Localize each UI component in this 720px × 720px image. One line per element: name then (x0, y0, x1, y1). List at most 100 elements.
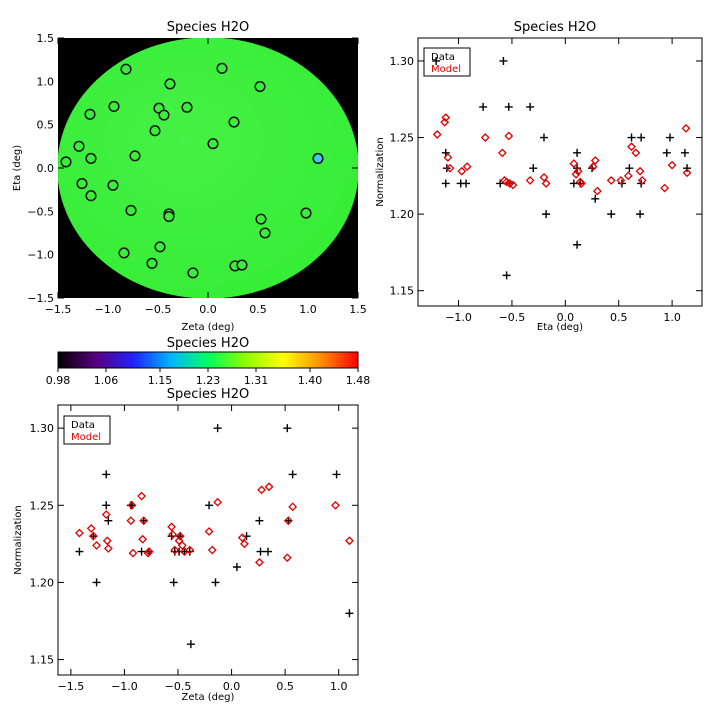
eta-scatter-data-point (542, 210, 551, 219)
heatmap-field (58, 38, 358, 298)
zeta-scatter-data-point (232, 563, 241, 571)
zeta-scatter-y-axis-label: Normalization (13, 505, 24, 575)
eta-scatter-model-point (539, 172, 549, 182)
eta-scatter-x-tick-label: −0.5 (499, 311, 526, 324)
zeta-scatter-model-point (175, 531, 185, 541)
eta-scatter-model-point (480, 133, 490, 142)
colorbar-tick-label: 1.48 (346, 374, 371, 387)
eta-scatter-data-point (479, 102, 488, 111)
eta-scatter-model-point (504, 131, 514, 141)
eta-scatter-panel: Species H2O Data Model −1.0 −0.5 0.0 0.5 1.0… (375, 20, 703, 333)
eta-scatter-legend: Data Model (423, 47, 471, 77)
eta-scatter-model-point (573, 166, 583, 176)
eta-scatter-data-point (665, 133, 674, 142)
eta-scatter-model-point (525, 176, 535, 185)
eta-scatter-model-point (508, 180, 518, 190)
zeta-scatter-model-point (282, 553, 292, 563)
zeta-scatter-data-point (137, 547, 146, 556)
eta-scatter-x-tick-label: 0.0 (557, 311, 575, 324)
eta-scatter-model-point (623, 171, 633, 181)
heatmap-x-tick-label: −0.5 (145, 303, 172, 316)
zeta-scatter-model-point (237, 533, 247, 543)
eta-scatter-model-point (571, 169, 581, 179)
zeta-scatter-model-point (257, 485, 266, 495)
eta-scatter-data-point (462, 179, 471, 188)
zeta-scatter-model-point (345, 536, 354, 546)
zeta-scatter-model-point (137, 491, 146, 501)
heatmap-aperture-marker (146, 257, 158, 269)
zeta-scatter-model-point (138, 534, 148, 544)
eta-scatter-model-point (497, 148, 507, 158)
zeta-scatter-model-point (168, 530, 178, 540)
heatmap-x-tick-label: −1.5 (45, 303, 72, 316)
zeta-scatter-y-tick-label: 1.25 (30, 499, 55, 512)
eta-scatter-model-point (441, 113, 451, 123)
eta-scatter-data-point (539, 133, 548, 142)
heatmap-aperture-marker (84, 108, 96, 120)
zeta-scatter-data-point (264, 547, 272, 556)
zeta-scatter-data-point (102, 470, 111, 479)
zeta-scatter-y-tick-label: 1.30 (30, 422, 55, 435)
eta-scatter-legend-model: Model (431, 64, 461, 75)
zeta-scatter-data-point (104, 516, 113, 525)
colorbar-tick-label: 1.23 (196, 374, 221, 387)
zeta-scatter-data-point (332, 470, 341, 479)
heatmap-y-axis-label: Eta (deg) (12, 145, 23, 191)
heatmap-title: Species H2O (167, 20, 249, 35)
zeta-scatter-data-point (213, 424, 222, 433)
eta-scatter-model-point (588, 162, 598, 172)
zeta-scatter-x-tick-label: 0.0 (223, 680, 241, 693)
eta-scatter-data-point (499, 56, 508, 65)
heatmap-aperture-marker (255, 213, 267, 225)
zeta-scatter-model-point (75, 528, 84, 538)
zeta-scatter-model-point (139, 516, 149, 526)
colorbar-tick-label: 1.40 (298, 374, 323, 387)
heatmap-aperture-marker (85, 190, 97, 202)
eta-scatter-plot-area (417, 37, 703, 307)
zeta-scatter-data-point (345, 609, 354, 618)
eta-scatter-data-point (591, 194, 600, 203)
heatmap-x-tick-label: 0.5 (249, 303, 267, 316)
eta-scatter-model-point (606, 176, 616, 185)
eta-scatter-model-point (541, 179, 551, 188)
eta-scatter-model-point (440, 117, 450, 127)
heatmap-aperture-marker (60, 156, 72, 168)
eta-scatter-legend-box (423, 47, 471, 77)
eta-scatter-model-point (590, 156, 600, 165)
eta-scatter-model-point (576, 179, 586, 188)
eta-scatter-x-tick-label: 0.5 (610, 311, 628, 324)
eta-scatter-data-point (441, 179, 450, 188)
zeta-scatter-model-point (86, 524, 96, 533)
eta-scatter-x-tick-label: 1.0 (663, 311, 681, 324)
eta-scatter-y-tick-label: 1.15 (390, 285, 415, 298)
eta-scatter-data-point (683, 164, 692, 173)
zeta-scatter-legend-model: Model (71, 432, 101, 443)
eta-scatter-model-point (635, 166, 645, 176)
zeta-scatter-data-point (288, 470, 297, 479)
eta-scatter-data-point (504, 102, 513, 111)
heatmap-aperture-marker (300, 207, 312, 219)
heatmap-x-tick-label: 0.0 (199, 303, 217, 316)
zeta-scatter-y-tick-label: 1.20 (30, 576, 55, 589)
heatmap-aperture-marker (154, 241, 166, 253)
eta-scatter-model-point (616, 176, 626, 185)
zeta-scatter-legend-box (63, 415, 111, 445)
eta-scatter-model-point (462, 162, 472, 172)
zeta-scatter-model-point (177, 540, 187, 550)
heatmap-aperture-marker (118, 247, 130, 259)
eta-scatter-data-point (573, 240, 582, 249)
colorbar-tick-label: 0.98 (46, 374, 71, 387)
zeta-scatter-model-point (128, 548, 138, 558)
zeta-scatter-panel: Species H2O Data Model −1.5 −1.0 −0.5 0.0 0.… (13, 387, 359, 703)
heatmap-y-tick-label: −1.5 (27, 292, 54, 305)
heatmap-y-tick-label: 0.0 (37, 162, 55, 175)
eta-scatter-data-point (637, 133, 646, 142)
zeta-scatter-data-point (211, 578, 220, 587)
heatmap-aperture-marker (149, 125, 161, 137)
zeta-scatter-model-point (102, 536, 112, 546)
eta-scatter-data-point (636, 210, 645, 219)
colorbar-tick-label: 1.06 (94, 374, 119, 387)
eta-scatter-data-point (625, 164, 634, 173)
heatmap-aperture-marker (228, 116, 240, 128)
eta-scatter-y-tick-label: 1.20 (390, 208, 415, 221)
